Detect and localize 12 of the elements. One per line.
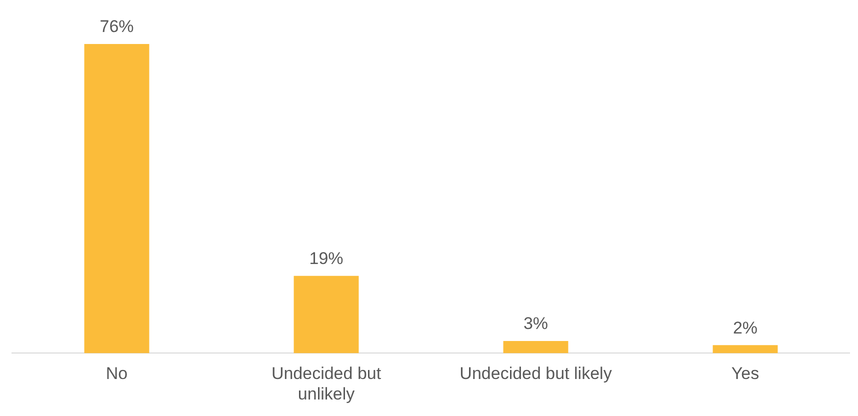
x-tick-label: Undecided but likely (460, 364, 612, 384)
bar (294, 276, 359, 354)
data-label: 19% (309, 249, 344, 268)
bar (712, 345, 778, 354)
bar (503, 340, 568, 354)
x-tick-label: Undecided but unlikely (271, 364, 382, 404)
x-tick-label: No (106, 364, 128, 384)
x-tick-label: Yes (731, 364, 760, 384)
data-label: 3% (523, 314, 548, 334)
bar (84, 44, 150, 354)
data-label: 2% (732, 318, 758, 338)
data-label: 76% (100, 17, 134, 36)
